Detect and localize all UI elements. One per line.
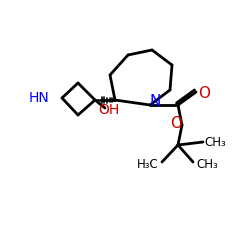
Text: HN: HN — [28, 91, 49, 105]
Text: CH₃: CH₃ — [204, 136, 226, 148]
Text: N: N — [149, 94, 161, 110]
Text: OH: OH — [98, 103, 120, 117]
Text: O: O — [170, 116, 182, 132]
Text: H₃C: H₃C — [137, 158, 159, 170]
Text: O: O — [198, 86, 210, 100]
Text: CH₃: CH₃ — [196, 158, 218, 170]
